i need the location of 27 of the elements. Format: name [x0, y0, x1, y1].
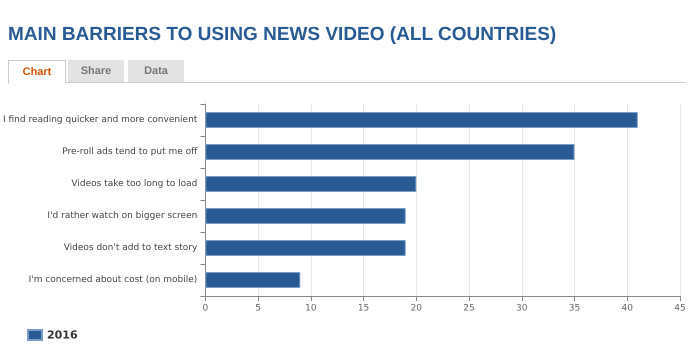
y-tick-label: I'd rather watch on bigger screen	[47, 211, 198, 221]
y-tick-label: Videos don't add to text story	[64, 243, 198, 253]
legend-label: 2016	[47, 328, 78, 342]
bar	[205, 272, 300, 288]
x-tick-label: 0	[202, 304, 208, 314]
y-tick-label: I'm concerned about cost (on mobile)	[28, 275, 198, 285]
bar	[205, 144, 575, 160]
y-tick-label: Videos take too long to load	[71, 179, 198, 189]
x-tick-label: 35	[568, 304, 580, 314]
x-tick-label: 20	[410, 304, 422, 314]
x-tick-label: 5	[255, 304, 261, 314]
x-tick-label: 30	[516, 304, 528, 314]
bar	[205, 176, 416, 192]
y-tick-label: Pre-roll ads tend to put me off	[62, 147, 198, 157]
tab: Chart	[8, 60, 66, 84]
x-tick-label: 40	[622, 304, 634, 314]
tab: Data	[128, 60, 184, 82]
bar	[205, 112, 638, 128]
x-tick-label: 15	[358, 304, 370, 314]
y-tick-label: I find reading quicker and more convenient	[3, 115, 198, 125]
chart-title: MAIN BARRIERS TO USING NEWS VIDEO (ALL COUNTRIES)	[8, 24, 556, 46]
x-tick-label: 45	[674, 304, 686, 314]
bar	[205, 240, 406, 256]
x-tick-label: 10	[305, 304, 317, 314]
x-tick-label: 25	[463, 304, 475, 314]
bar	[205, 208, 406, 224]
tab: Share	[68, 60, 124, 82]
